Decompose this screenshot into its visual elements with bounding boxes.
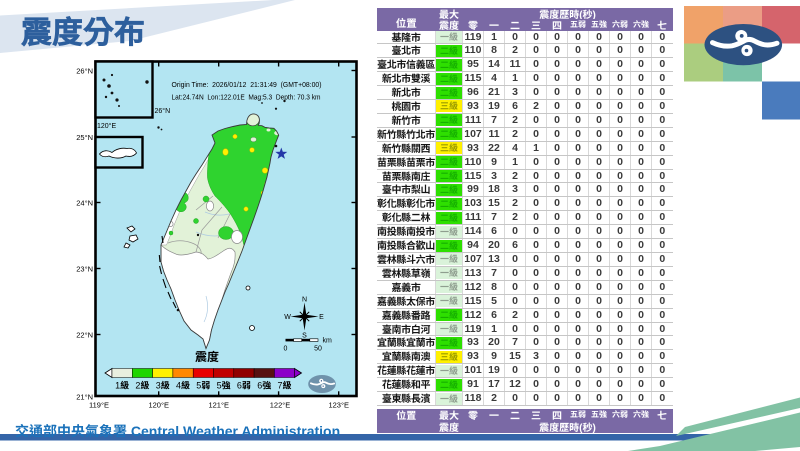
svg-text:0: 0 [284, 346, 288, 353]
svg-text:Origin Time: 2026/01/12 21:3: Origin Time: 2026/01/12 21:31:49 (GMT+08… [172, 82, 322, 89]
svg-text:22°N: 22°N [76, 331, 93, 340]
svg-text:50: 50 [314, 346, 322, 353]
svg-text:6弱: 6弱 [237, 381, 251, 391]
svg-text:26°N: 26°N [76, 67, 93, 76]
svg-text:26°N: 26°N [155, 107, 171, 115]
svg-text:N: N [302, 297, 307, 304]
svg-text:5強: 5強 [217, 381, 231, 391]
svg-text:3級: 3級 [156, 381, 170, 391]
svg-text:2級: 2級 [135, 381, 149, 391]
svg-text:120°E: 120°E [97, 122, 116, 130]
svg-text:5弱: 5弱 [196, 381, 210, 391]
svg-text:122°E: 122°E [270, 401, 291, 410]
svg-text:7級: 7級 [277, 381, 291, 391]
svg-text:120°E: 120°E [148, 401, 169, 410]
svg-text:25°N: 25°N [76, 133, 93, 142]
svg-text:震度: 震度 [195, 348, 219, 365]
svg-text:1級: 1級 [115, 381, 129, 391]
svg-text:km: km [323, 338, 333, 345]
svg-text:24°N: 24°N [76, 199, 93, 208]
svg-text:119°E: 119°E [89, 401, 109, 410]
svg-text:Lat:24.74N Lon:122.01E Mag:5: Lat:24.74N Lon:122.01E Mag:5.3 Depth: 70… [172, 94, 321, 101]
svg-text:21°N: 21°N [76, 393, 93, 402]
svg-text:121°E: 121°E [208, 401, 229, 410]
svg-text:123°E: 123°E [328, 401, 349, 410]
svg-text:4級: 4級 [176, 381, 190, 391]
svg-text:E: E [319, 314, 324, 321]
svg-text:S: S [302, 333, 307, 340]
svg-text:6強: 6強 [257, 381, 271, 391]
svg-text:W: W [284, 314, 291, 321]
svg-text:23°N: 23°N [76, 265, 93, 274]
